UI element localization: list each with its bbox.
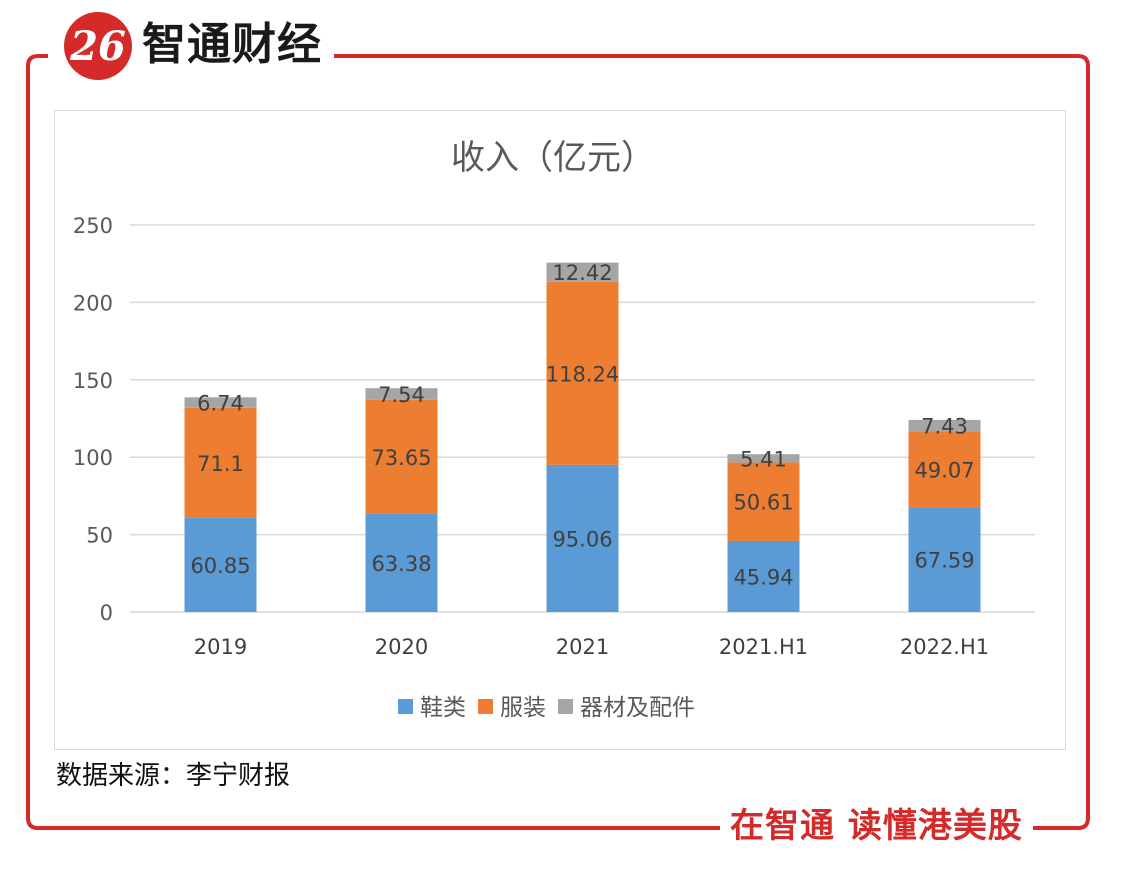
source-note: 数据来源：李宁财报: [56, 761, 291, 791]
x-tick-label: 2019: [194, 635, 247, 659]
bar-segment: [365, 388, 438, 400]
data-label: 5.41: [740, 447, 787, 471]
data-label: 6.74: [197, 392, 244, 416]
bar-segment: [908, 431, 981, 508]
frame-border: [26, 54, 1090, 830]
chart-x-axis: 2019 2020 2021 2021.H1 2022.H1: [194, 635, 989, 659]
data-label: 12.42: [552, 261, 612, 285]
legend-swatch: [398, 699, 413, 714]
chart-svg: 收入（亿元） 0 50 100 150 200 250 60.85 71.1 6.74 63.3…: [73, 138, 1035, 721]
chart-title: 收入（亿元）: [451, 138, 655, 178]
bar-segment: [546, 281, 619, 465]
y-tick-label: 100: [73, 446, 113, 470]
brand-name: 智通财经: [138, 14, 334, 76]
data-label: 63.38: [371, 552, 431, 576]
data-label: 50.61: [733, 491, 793, 515]
data-label: 73.65: [371, 446, 431, 470]
chart-legend: 鞋类 服装 器材及配件: [398, 695, 695, 721]
chart-y-axis: 0 50 100 150 200 250: [73, 214, 113, 625]
chart-panel: 收入（亿元） 0 50 100 150 200 250 60.85 71.1 6.74 63.3…: [54, 110, 1066, 750]
data-label: 7.43: [921, 415, 968, 439]
bar-segment: [546, 464, 619, 612]
data-label: 118.24: [546, 362, 619, 386]
x-tick-label: 2021.H1: [719, 635, 808, 659]
y-tick-label: 200: [73, 291, 113, 315]
bar-segment: [184, 397, 257, 408]
bar-segment: [365, 399, 438, 514]
data-label: 95.06: [552, 527, 612, 551]
bar-segment: [727, 454, 800, 463]
y-tick-label: 150: [73, 369, 113, 393]
y-tick-label: 0: [100, 601, 113, 625]
legend-swatch: [478, 699, 493, 714]
bar-segment: [727, 462, 800, 541]
bar-segment: [908, 507, 981, 612]
legend-swatch: [558, 699, 573, 714]
x-tick-label: 2022.H1: [900, 635, 989, 659]
y-tick-label: 250: [73, 214, 113, 238]
chart-bars: 60.85 71.1 6.74 63.38 73.65 7.54 95.06 118.24 12…: [184, 261, 981, 612]
data-label: 67.59: [914, 549, 974, 573]
data-label: 7.54: [378, 383, 425, 407]
brand-logo-mark-text: 26: [69, 23, 126, 70]
data-label: 60.85: [190, 554, 250, 578]
bar-segment: [365, 513, 438, 612]
bar-segment: [546, 262, 619, 282]
bar-segment: [908, 419, 981, 432]
legend-label: 鞋类: [420, 695, 466, 721]
legend-label: 器材及配件: [580, 695, 695, 721]
x-tick-label: 2020: [375, 635, 428, 659]
bar-segment: [184, 517, 257, 612]
bar-segment: [184, 407, 257, 518]
data-label: 45.94: [733, 565, 793, 589]
data-label: 71.1: [197, 452, 244, 476]
y-tick-label: 50: [86, 524, 113, 548]
x-tick-label: 2021: [556, 635, 609, 659]
legend-label: 服装: [500, 695, 546, 721]
brand-logo-mark: 26: [64, 12, 132, 80]
data-label: 49.07: [914, 458, 974, 482]
bar-segment: [727, 540, 800, 612]
brand-slogan: 在智通 读懂港美股: [720, 802, 1033, 850]
